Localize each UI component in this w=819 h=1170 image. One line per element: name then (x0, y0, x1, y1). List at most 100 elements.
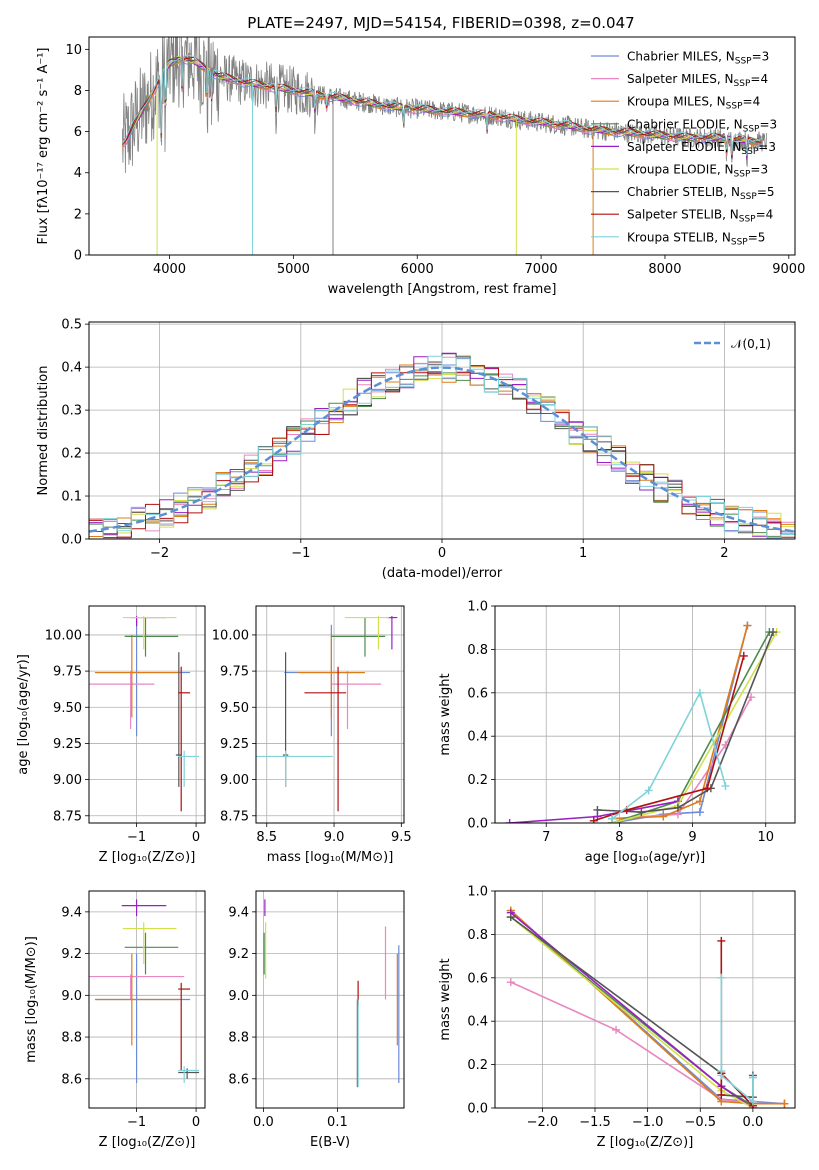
mass-weight-marker (506, 913, 515, 922)
y-tick-label: 0.4 (467, 730, 488, 745)
axes-frame (494, 605, 796, 824)
axes-mass_vs_EBV: 0.0 0.1 8.6 8.8 9.0 9.2 9.4 E(B-V) (228, 890, 405, 1150)
mass-weight-marker (747, 693, 756, 702)
x-tick-label: 6000 (401, 262, 434, 277)
errorbar-point (284, 624, 365, 737)
x-tick-label: 8000 (648, 262, 681, 277)
model-spectrum-line (122, 58, 762, 160)
mass-weight-marker (703, 784, 712, 793)
axes-frame (88, 36, 796, 256)
errorbar-point (124, 932, 179, 975)
plot-area-spectrum (122, 37, 767, 255)
x-tick-label: 0 (192, 830, 200, 845)
model-spectrum-line (122, 55, 762, 159)
errorbar-point (96, 953, 180, 1046)
mass-weight-marker (612, 1025, 621, 1034)
mass-weight-marker (659, 812, 668, 821)
y-axis-label: mass [log₁₀(M/M⊙)] (24, 936, 39, 1063)
mass-weight-marker (780, 1099, 789, 1108)
y-tick-label: 0.6 (467, 686, 488, 701)
legend-label: Salpeter STELIB, NSSP=4 (627, 208, 773, 225)
errorbar-point (178, 666, 191, 812)
x-tick-label: 0.0 (253, 1115, 274, 1130)
axes-frame (494, 890, 796, 1109)
mass-weight-marker (506, 978, 515, 987)
y-tick-label: 0 (74, 249, 82, 264)
legend-label: Salpeter ELODIE, NSSP=3 (627, 140, 776, 157)
x-tick-label: −2 (150, 546, 169, 561)
y-tick-label: 9.75 (53, 665, 82, 680)
y-tick-label: 9.2 (61, 947, 82, 962)
x-tick-label: −1.5 (579, 1115, 611, 1130)
axes-frame (88, 605, 206, 824)
x-axis-label: Z [log₁₀(Z/Z⊙)] (597, 1135, 694, 1150)
axes-mass_weight_vs_age: 7 8 9 10 0.0 0.2 0.4 0.6 0.8 1.0 age [log₁₀(age/yr… (438, 600, 796, 865)
y-tick-label: 10.00 (45, 628, 82, 643)
legend-label: 𝒩(0,1) (731, 337, 771, 351)
x-axis-label: age [log₁₀(age/yr)] (585, 850, 706, 865)
mass-weight-marker (739, 651, 748, 660)
axes-spectrum: 4000 5000 6000 7000 8000 9000 0 2 4 6 8 10 wavelengt… (36, 36, 805, 297)
y-tick-label: 0.3 (61, 404, 82, 419)
errorbar-point (331, 617, 386, 657)
mass-weight-line (611, 631, 778, 823)
errorbar-point (122, 922, 177, 965)
y-tick-label: 0.1 (61, 490, 82, 505)
y-tick-label: 9.4 (61, 905, 82, 920)
y-tick-label: 0.8 (467, 928, 488, 943)
x-tick-label: 8.5 (256, 830, 277, 845)
x-tick-label: 8 (615, 830, 623, 845)
axes-frame (255, 605, 405, 824)
y-tick-label: 8.75 (220, 809, 249, 824)
errorbar-point (89, 974, 185, 1000)
mass-weight-marker (721, 782, 730, 791)
mass-weight-marker (717, 936, 726, 945)
y-tick-label: 0.2 (467, 1058, 488, 1073)
errorbar-point (297, 634, 365, 718)
errorbar-point (121, 899, 167, 917)
mass-weight-marker (608, 814, 617, 823)
y-tick-label: 0.2 (467, 773, 488, 788)
mass-weight-marker (717, 973, 726, 982)
y-tick-label: 10.00 (212, 628, 249, 643)
errorbar-point (331, 671, 382, 729)
mass-weight-line (510, 916, 754, 1099)
mass-weight-line (510, 912, 754, 1108)
x-tick-label: 0.1 (327, 1115, 348, 1130)
x-axis-label: E(B-V) (310, 1135, 350, 1150)
mass-weight-marker (695, 808, 704, 817)
y-tick-label: 9.75 (220, 665, 249, 680)
x-tick-label: 0 (438, 546, 446, 561)
x-tick-label: −1 (127, 1115, 146, 1130)
errorbar-point (122, 616, 177, 650)
errorbar-point (386, 616, 398, 650)
y-tick-label: 8.8 (228, 1031, 249, 1046)
y-tick-label: 9.50 (220, 701, 249, 716)
y-tick-label: 8 (74, 84, 82, 99)
mass-weight-line (611, 625, 749, 823)
y-tick-label: 0.4 (61, 361, 82, 376)
mass-weight-line (510, 909, 785, 1105)
y-axis-label: mass weight (438, 958, 453, 1040)
errorbar-point (94, 953, 191, 1083)
y-tick-label: 8.75 (53, 809, 82, 824)
figure-title: PLATE=2497, MJD=54154, FIBERID=0398, z=0… (247, 14, 634, 32)
legend-label: Kroupa MILES, NSSP=4 (627, 95, 760, 112)
x-tick-label: −1.0 (632, 1115, 664, 1130)
mass-weight-line (612, 625, 749, 820)
x-tick-label: 0 (192, 1115, 200, 1130)
legend-label: Chabrier MILES, NSSP=3 (627, 50, 769, 67)
x-tick-label: 0.0 (743, 1115, 764, 1130)
y-axis-label: Flux [fλ10⁻¹⁷ erg cm⁻² s⁻¹ A⁻¹] (36, 48, 51, 245)
x-tick-label: −1 (291, 546, 310, 561)
y-tick-label: 9.0 (61, 989, 82, 1004)
y-tick-label: 0.0 (467, 1102, 488, 1117)
x-tick-label: 9000 (772, 262, 805, 277)
y-tick-label: 8.6 (228, 1072, 249, 1087)
y-tick-label: 8.6 (61, 1072, 82, 1087)
errorbar-point (96, 634, 180, 718)
legend-label: Salpeter MILES, NSSP=4 (627, 72, 768, 89)
errorbar-point (178, 982, 191, 1071)
x-tick-label: 2 (720, 546, 728, 561)
axes-age_vs_mass: 8.5 9.0 9.5 8.75 9.00 9.25 9.50 9.75 10.00 mass [… (212, 605, 412, 865)
